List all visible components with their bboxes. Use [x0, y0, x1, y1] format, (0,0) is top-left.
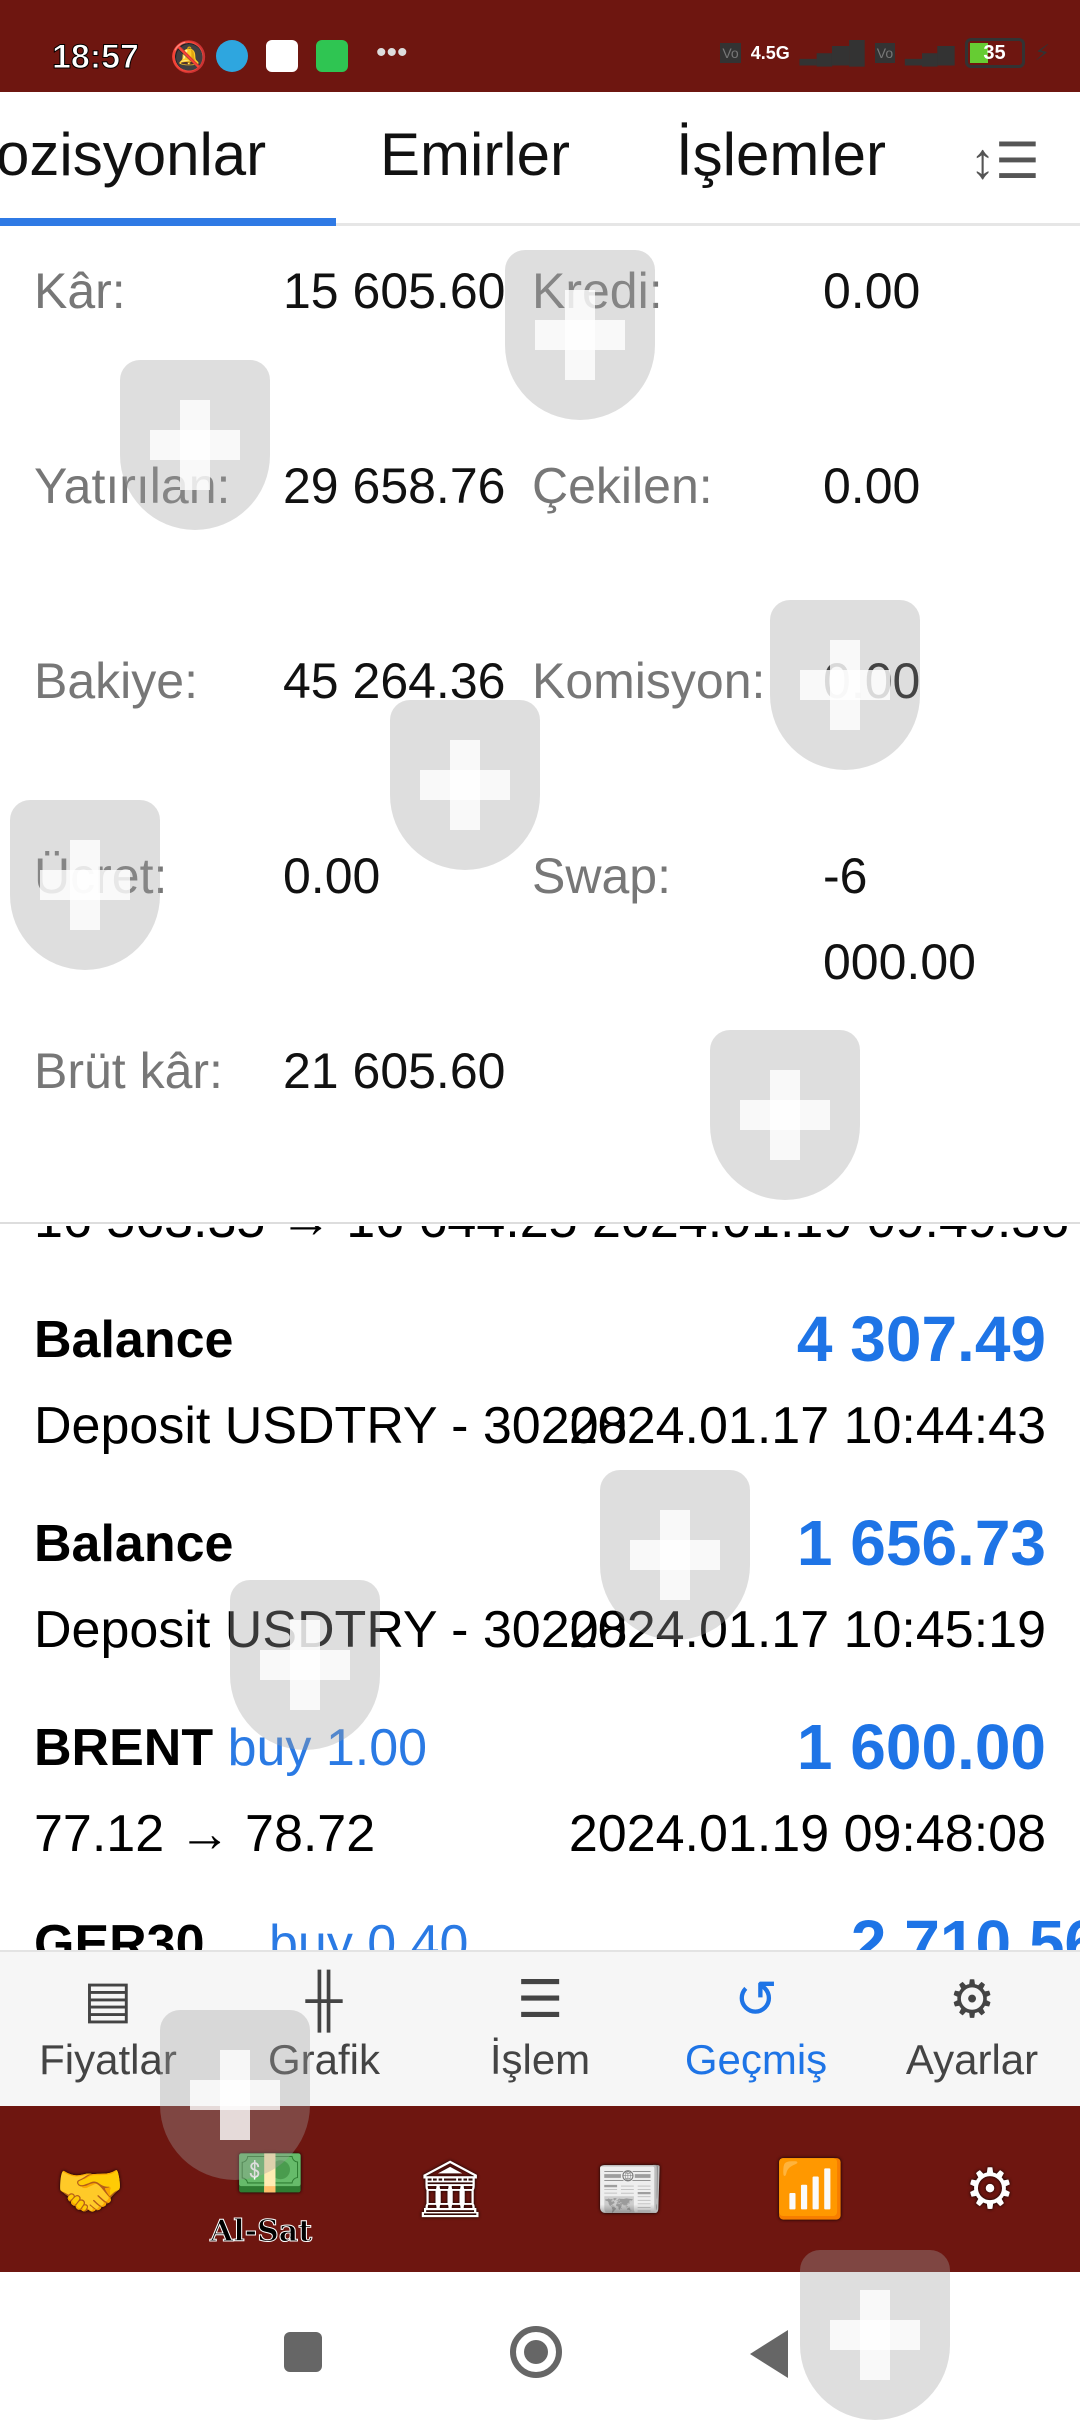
deal-type: buy 0.40: [268, 1915, 469, 1950]
quotes-icon: ▤: [83, 1971, 133, 2029]
gears-icon[interactable]: ⚙: [964, 2157, 1016, 2220]
status-bar: 18:57 🔕 ••• Vo 4.5G ▂▄▆█ Vo ▂▄▆ 35 ⚡: [0, 0, 1080, 92]
deal-title: Balance: [34, 1311, 234, 1369]
home-button[interactable]: [510, 2326, 562, 2378]
signal-icon: ▂▄▆█: [799, 40, 865, 65]
nav-chart[interactable]: ╫ Grafik: [216, 1952, 432, 2108]
deal-symbol: GER30: [34, 1915, 205, 1950]
network-type: 4.5G: [750, 42, 790, 63]
status-time: 18:57: [52, 38, 140, 77]
nav-label: Fiyatlar: [39, 2036, 177, 2083]
deal-type: buy 1.00: [227, 1719, 428, 1777]
deals-list[interactable]: 16 563.35 → 16 644.25 2024.01.19 09:49:3…: [0, 1226, 1080, 1950]
gross-profit-label: Brüt kâr:: [34, 1043, 223, 1099]
trade-icon: ☰: [516, 1971, 564, 2029]
gross-profit-value: 21 605.60: [283, 1043, 506, 1099]
deal-title: BRENT buy 1.00: [34, 1718, 427, 1778]
banknote-icon[interactable]: 💵: [235, 2141, 305, 2204]
deal-title: GER30 buy 0.40: [34, 1914, 468, 1950]
nav-label: Ayarlar: [905, 2036, 1039, 2083]
withdrawal-value: 0.00: [823, 458, 921, 514]
nav-label: Geçmiş: [684, 2036, 828, 2083]
bottom-navigation: ▤ Fiyatlar ╫ Grafik ☰ İşlem ↺ Geçmiş ⚙ Ayarla…: [0, 1950, 1080, 2106]
recents-button[interactable]: [284, 2332, 322, 2372]
chart-icon: ╫: [305, 1971, 343, 2029]
deal-comment: Deposit USDTRY - 30208: [34, 1397, 628, 1455]
credit-label: Kredi:: [532, 263, 663, 319]
nav-label: İşlem: [489, 2036, 591, 2083]
swap-value: -6 000.00: [823, 848, 976, 990]
deal-row[interactable]: GER30 buy 0.40 2 710.56: [0, 1907, 1080, 1950]
settings-icon: ⚙: [948, 1971, 996, 2029]
balance-label: Bakiye:: [34, 653, 198, 709]
deal-row[interactable]: Balance 1 656.73 Deposit USDTRY - 30208 …: [0, 1507, 1080, 1714]
nav-settings[interactable]: ⚙ Ayarlar: [864, 1952, 1080, 2108]
deal-prices: 77.12 → 78.72: [34, 1805, 376, 1863]
profit-value: 15 605.60: [283, 263, 506, 319]
partial-deal-line: 16 563.35 → 16 644.25 2024.01.19 09:49:3…: [34, 1226, 1069, 1250]
handshake-icon[interactable]: 🤝: [55, 2159, 125, 2222]
sort-icon[interactable]: ↕☰: [970, 133, 1040, 189]
bank-icon[interactable]: 🏛: [414, 2157, 486, 2220]
whatsapp-icon: [316, 40, 348, 72]
deal-time: 2024.01.17 10:45:19: [568, 1601, 1046, 1659]
nav-label: Grafik: [267, 2036, 380, 2083]
news-icon[interactable]: 📰: [595, 2157, 665, 2220]
deal-symbol: BRENT: [34, 1719, 214, 1777]
app-toolbar: 🤝 💵 Al-Sat 🏛 📰 📶 ⚙: [0, 2106, 1080, 2272]
deal-amount: 2 710.56: [850, 1907, 1080, 1950]
messages-icon: [266, 40, 298, 72]
fee-value: 0.00: [283, 848, 381, 904]
deal-amount: 1 600.00: [796, 1711, 1046, 1783]
nav-quotes[interactable]: ▤ Fiyatlar: [0, 1952, 216, 2108]
mute-icon: 🔕: [170, 41, 208, 74]
signal-bars-icon[interactable]: 📶: [775, 2157, 845, 2220]
balance-value: 45 264.36: [283, 653, 506, 709]
charging-icon: ⚡: [1034, 40, 1050, 65]
fee-label: Ücret:: [34, 848, 168, 904]
tab-orders[interactable]: Emirler: [380, 121, 570, 188]
swap-label: Swap:: [532, 848, 671, 904]
account-summary: Kâr: 15 605.60 Kredi: 0.00 Yatırılan: 29…: [0, 226, 1080, 1224]
deal-title: Balance: [34, 1515, 234, 1573]
volte-icon: Vo: [874, 43, 896, 63]
more-icon: •••: [376, 36, 408, 69]
tab-bar: ozisyonlar Emirler İşlemler ↕☰: [0, 92, 1080, 226]
system-navigation-bar: [0, 2272, 1080, 2400]
battery-level: 35: [983, 42, 1006, 64]
deposit-value: 29 658.76: [283, 458, 506, 514]
tab-positions[interactable]: ozisyonlar: [0, 121, 267, 188]
deal-time: 2024.01.17 10:44:43: [568, 1397, 1046, 1455]
deal-row[interactable]: Balance 4 307.49 Deposit USDTRY - 30208 …: [0, 1303, 1080, 1510]
deal-amount: 1 656.73: [796, 1507, 1046, 1579]
profit-label: Kâr:: [34, 263, 126, 319]
deal-comment: Deposit USDTRY - 30208: [34, 1601, 628, 1659]
volte-icon: Vo: [720, 43, 741, 63]
nav-trade[interactable]: ☰ İşlem: [432, 1952, 648, 2108]
active-tab-indicator: [0, 218, 336, 226]
signal-icon: ▂▄▆: [905, 40, 955, 65]
credit-value: 0.00: [823, 263, 921, 319]
nav-history[interactable]: ↺ Geçmiş: [648, 1952, 864, 2108]
deal-row[interactable]: BRENT buy 1.00 1 600.00 77.12 → 78.72 20…: [0, 1711, 1080, 1918]
battery-icon: 35: [964, 38, 1025, 68]
deal-time: 2024.01.19 09:48:08: [568, 1805, 1046, 1863]
deposit-label: Yatırılan:: [34, 458, 231, 514]
alsat-label[interactable]: Al-Sat: [209, 2214, 313, 2250]
commission-label: Komisyon:: [532, 653, 766, 709]
telegram-icon: [216, 40, 248, 72]
tab-deals[interactable]: İşlemler: [676, 121, 887, 188]
deal-amount: 4 307.49: [796, 1303, 1046, 1375]
back-button[interactable]: [750, 2330, 788, 2378]
history-icon: ↺: [734, 1971, 778, 2029]
withdrawal-label: Çekilen:: [532, 458, 713, 514]
commission-value: 0.00: [823, 653, 921, 709]
